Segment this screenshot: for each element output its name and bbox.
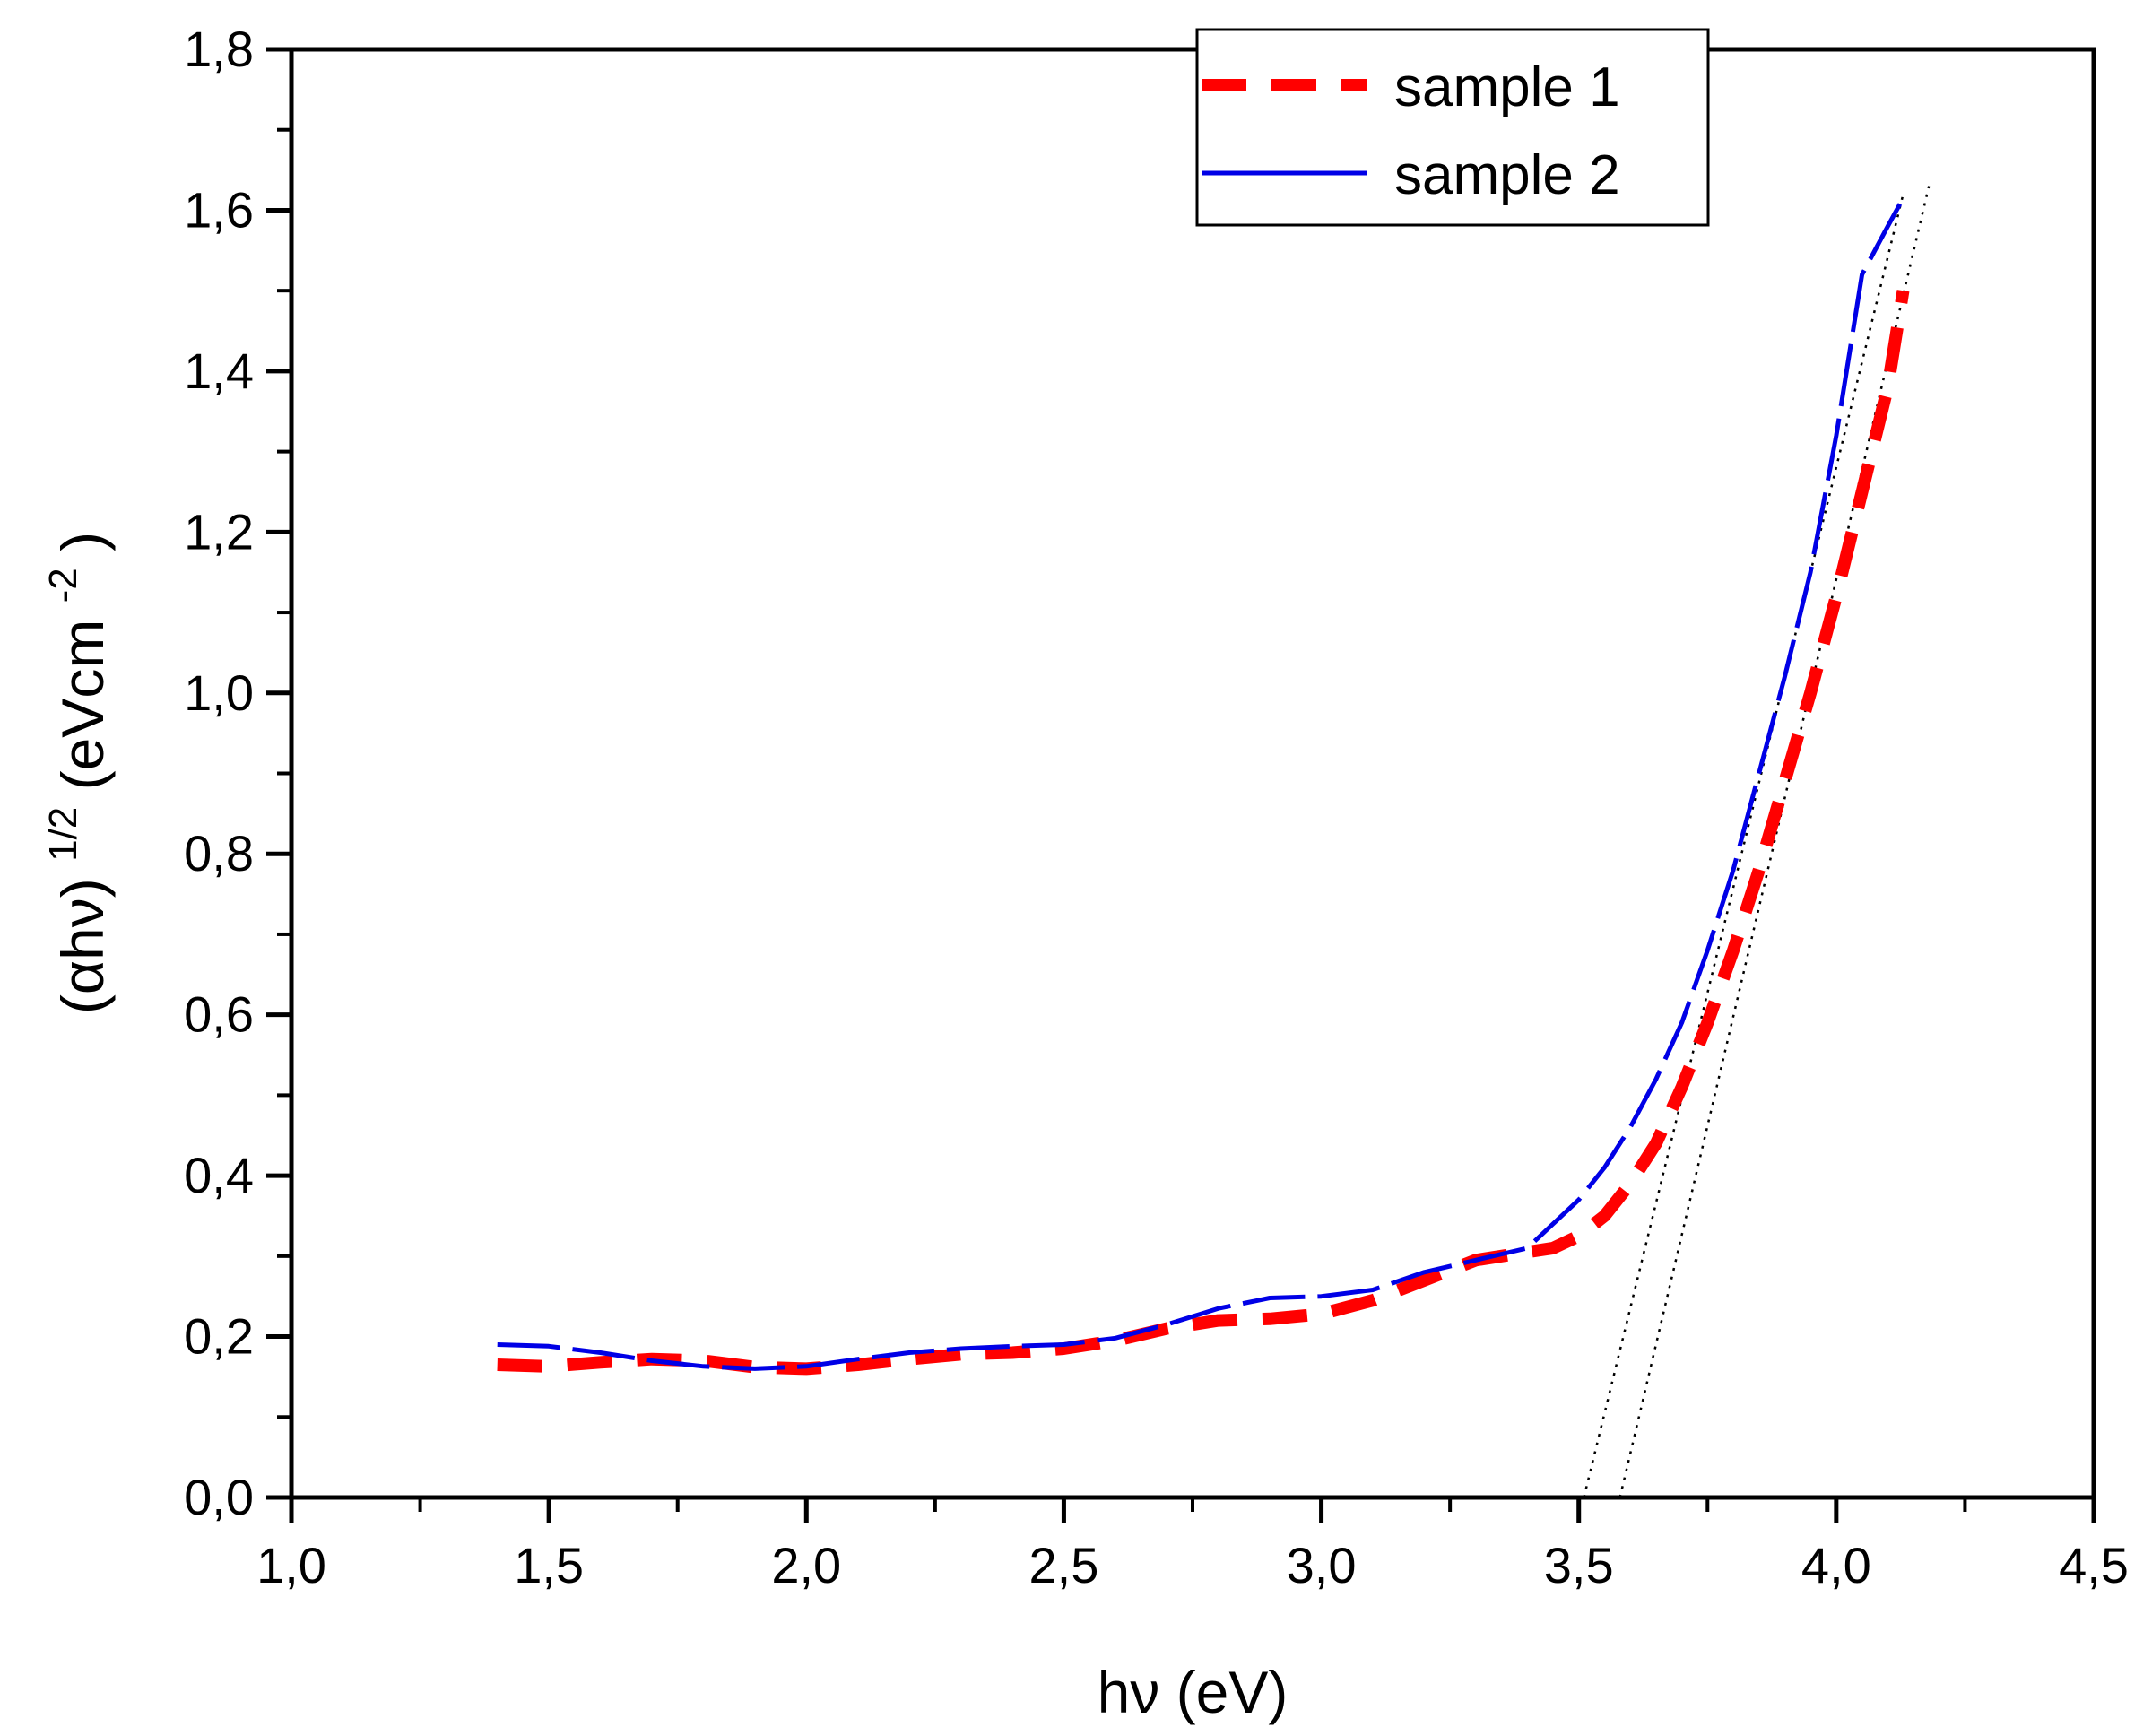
series-line-sample-2 — [497, 196, 1905, 1371]
y-axis-title: (αhν) 1/2 (eVcm -2 ) — [22, 532, 116, 1014]
y-tick-label: 0,2 — [184, 1308, 254, 1365]
x-tick-label: 4,0 — [1801, 1537, 1871, 1593]
x-tick-label: 3,0 — [1287, 1537, 1357, 1593]
y-axis-title-unit: (eVcm — [49, 620, 116, 791]
x-tick-label: 4,5 — [2059, 1537, 2129, 1593]
y-axis-title-unit-exponent: -2 — [41, 568, 85, 603]
y-tick-label: 0,0 — [184, 1469, 254, 1525]
tick-labels: 1,0 1,5 2,0 2,5 3,0 3,5 4,0 4,5 0,0 0,2 0,4 0,6 0,8 1… — [184, 21, 2129, 1593]
y-tick-label: 1,6 — [184, 181, 254, 238]
legend: sample 1 sample 2 — [1195, 28, 1710, 227]
y-tick-label: 1,8 — [184, 21, 254, 77]
y-axis-title-exponent: 1/2 — [41, 807, 85, 862]
x-tick-label: 2,5 — [1028, 1537, 1098, 1593]
y-tick-label: 0,8 — [184, 825, 254, 881]
x-tick-label: 3,5 — [1544, 1537, 1614, 1593]
y-axis-title-close: ) — [49, 532, 116, 551]
fit-line-tangent-sample-1 — [1618, 186, 1931, 1498]
y-tick-label: 1,4 — [184, 343, 254, 399]
legend-box — [1195, 28, 1710, 227]
plot-area-frame — [289, 47, 2096, 1500]
y-axis-title-main: (αhν) — [49, 878, 116, 1014]
y-tick-label: 1,0 — [184, 664, 254, 721]
legend-label-sample-1: sample 1 — [1394, 56, 1620, 118]
series-lines — [497, 196, 1910, 1376]
y-tick-label: 0,6 — [184, 986, 254, 1043]
legend-label-sample-2: sample 2 — [1394, 144, 1620, 206]
axis-ticks — [266, 47, 2096, 1523]
x-tick-label: 2,0 — [771, 1537, 841, 1593]
y-tick-label: 0,4 — [184, 1147, 254, 1203]
y-tick-label: 1,2 — [184, 503, 254, 560]
x-tick-label: 1,0 — [256, 1537, 326, 1593]
fit-line-tangent-sample-2 — [1583, 194, 1905, 1498]
x-tick-label: 1,5 — [514, 1537, 584, 1593]
series-line-sample-1 — [497, 290, 1910, 1376]
x-axis-title: hν (eV) — [1098, 1659, 1289, 1725]
fit-lines — [1583, 186, 1931, 1498]
